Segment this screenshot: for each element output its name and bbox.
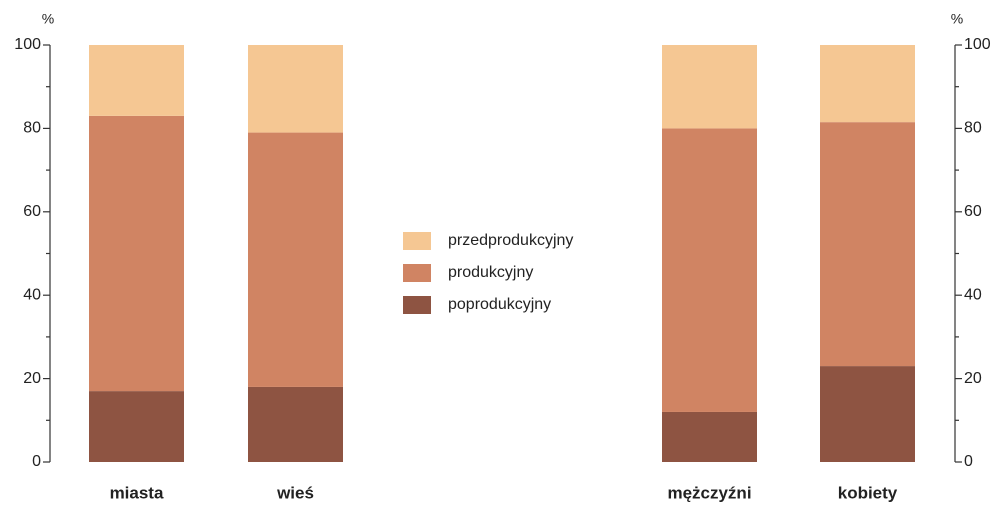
y-tick-label: 40 xyxy=(964,286,982,303)
y-axis-label: % xyxy=(951,11,963,27)
x-tick-label: miasta xyxy=(110,483,164,502)
bar-segment xyxy=(662,45,757,129)
y-axis-label: % xyxy=(42,11,54,27)
y-tick-label: 60 xyxy=(23,203,41,220)
y-tick-label: 20 xyxy=(964,370,982,387)
y-tick-label: 100 xyxy=(964,36,991,53)
x-tick-label: wieś xyxy=(276,483,314,502)
legend-swatch xyxy=(403,296,431,314)
y-tick-label: 0 xyxy=(32,453,41,470)
legend-label: poprodukcyjny xyxy=(448,296,551,313)
bar-segment xyxy=(820,45,915,123)
bar-segment xyxy=(248,386,343,462)
bar-segment xyxy=(248,132,343,387)
y-tick-label: 80 xyxy=(23,120,41,137)
bar-segment xyxy=(820,122,915,367)
y-tick-label: 60 xyxy=(964,203,982,220)
y-tick-label: 20 xyxy=(23,370,41,387)
legend-swatch xyxy=(403,232,431,250)
legend-label: produkcyjny xyxy=(448,264,533,281)
bar-segment xyxy=(248,45,343,133)
bar-segment xyxy=(89,391,184,462)
bar-segment xyxy=(662,128,757,412)
bar-segment xyxy=(89,115,184,392)
bar-segment xyxy=(662,411,757,462)
legend-swatch xyxy=(403,264,431,282)
y-tick-label: 0 xyxy=(964,453,973,470)
x-tick-label: kobiety xyxy=(838,483,898,502)
legend-label: przedprodukcyjny xyxy=(448,232,573,249)
bar-segment xyxy=(89,45,184,116)
y-tick-label: 80 xyxy=(964,120,982,137)
y-tick-label: 40 xyxy=(23,286,41,303)
x-tick-label: mężczyźni xyxy=(667,483,751,502)
bar-segment xyxy=(820,366,915,462)
y-tick-label: 100 xyxy=(14,36,41,53)
